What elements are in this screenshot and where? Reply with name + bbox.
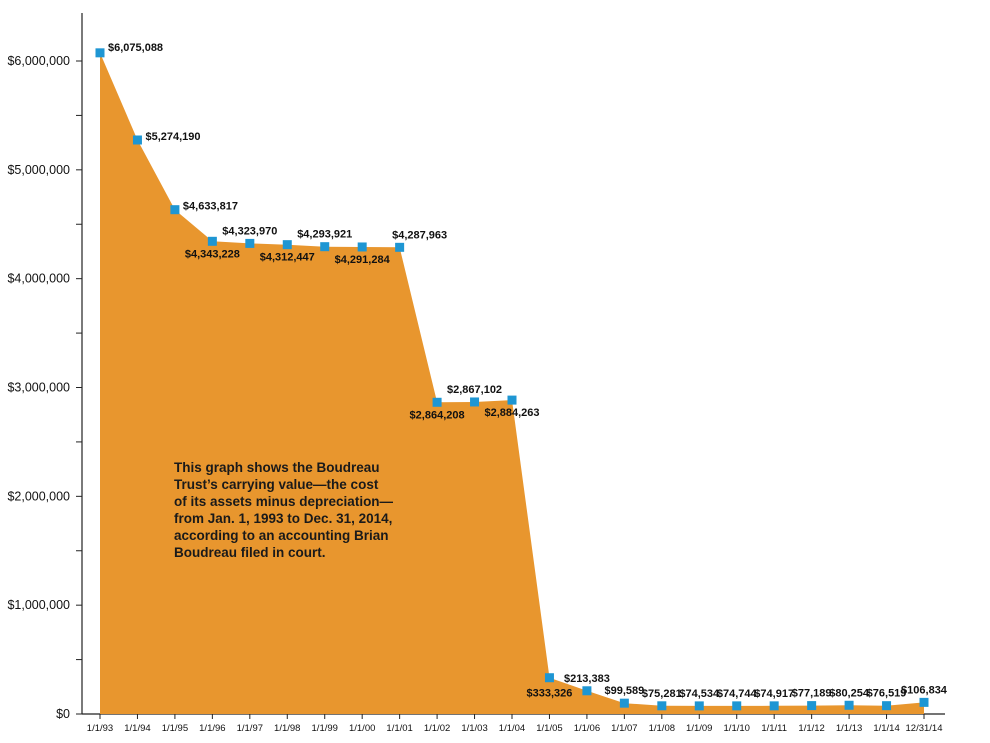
data-label: $76,519 [867, 688, 907, 700]
data-label: $2,867,102 [447, 384, 502, 396]
x-tick-label: 1/1/13 [836, 723, 862, 734]
data-point [95, 48, 105, 58]
data-point [395, 242, 405, 252]
data-label: $74,744 [717, 688, 758, 700]
x-tick-label: 1/1/11 [761, 723, 787, 734]
data-point [432, 397, 442, 407]
y-tick-label: $3,000,000 [7, 381, 70, 395]
y-tick-label: $1,000,000 [7, 598, 70, 612]
data-label: $4,633,817 [183, 201, 238, 213]
x-tick-label: 1/1/94 [124, 723, 150, 734]
x-tick-label: 1/1/05 [536, 723, 562, 734]
data-label: $99,589 [604, 685, 644, 697]
data-point [844, 700, 854, 710]
data-label: $333,326 [527, 688, 573, 700]
data-label: $74,917 [754, 688, 794, 700]
y-tick-label: $6,000,000 [7, 54, 70, 68]
x-tick-label: 1/1/96 [199, 723, 225, 734]
data-label: $4,291,284 [335, 254, 391, 266]
data-label: $4,312,447 [260, 252, 315, 264]
data-point [170, 205, 180, 215]
data-label: $77,189 [792, 688, 832, 700]
data-point [282, 240, 292, 250]
data-point [132, 135, 142, 145]
data-label: $2,864,208 [410, 409, 465, 421]
data-label: $4,293,921 [297, 229, 352, 241]
data-label: $106,834 [901, 684, 948, 696]
y-tick-label: $4,000,000 [7, 272, 70, 286]
data-label: $4,323,970 [222, 225, 277, 237]
x-tick-label: 1/1/93 [87, 723, 113, 734]
data-point [807, 701, 817, 711]
annotation-line: from Jan. 1, 1993 to Dec. 31, 2014, [174, 511, 392, 526]
x-tick-label: 1/1/99 [312, 723, 338, 734]
data-label: $2,884,263 [484, 407, 539, 419]
y-tick-label: $2,000,000 [7, 489, 70, 503]
x-tick-label: 1/1/95 [162, 723, 188, 734]
data-label: $4,287,963 [392, 229, 447, 241]
x-tick-label: 1/1/97 [237, 723, 263, 734]
y-tick-label: $5,000,000 [7, 163, 70, 177]
x-tick-label: 1/1/02 [424, 723, 450, 734]
x-tick-label: 1/1/12 [798, 723, 824, 734]
data-labels: $6,075,088 $5,274,190 $4,633,817 $4,343,228… [108, 42, 948, 700]
data-point [320, 242, 330, 252]
area-series [100, 52, 924, 715]
data-label: $213,383 [564, 673, 610, 685]
data-point [732, 701, 742, 711]
x-tick-label: 1/1/03 [461, 723, 487, 734]
x-tick-label: 1/1/10 [724, 723, 750, 734]
x-tick-label: 1/1/14 [873, 723, 899, 734]
x-tick-label: 1/1/01 [386, 723, 412, 734]
y-axis-ticks: $0 $1,000,000 $2,000,000 $3,000,000 $4,000,0… [7, 54, 82, 721]
annotation-line: of its assets minus depreciation— [174, 494, 394, 509]
data-point [582, 686, 592, 696]
chart-annotation: This graph shows the Boudreau Trust’s car… [174, 460, 394, 560]
x-axis-ticks: 1/1/93 1/1/94 1/1/95 1/1/96 1/1/97 1/1/98 1/1/… [87, 714, 943, 734]
data-point [544, 673, 554, 683]
x-tick-label: 1/1/06 [574, 723, 600, 734]
data-point [507, 395, 517, 405]
annotation-line: Trust’s carrying value—the cost [174, 477, 379, 492]
x-tick-label: 1/1/08 [649, 723, 675, 734]
x-tick-label: 1/1/09 [686, 723, 712, 734]
data-label: $6,075,088 [108, 42, 163, 54]
data-point [357, 242, 367, 252]
data-point [769, 701, 779, 711]
data-label: $74,534 [679, 688, 720, 700]
annotation-line: Boudreau filed in court. [174, 545, 326, 560]
y-tick-label: $0 [56, 707, 70, 721]
x-tick-label: 1/1/07 [611, 723, 637, 734]
data-point [694, 701, 704, 711]
annotation-line: This graph shows the Boudreau [174, 460, 380, 475]
data-markers [95, 48, 929, 711]
data-point [657, 701, 667, 711]
x-tick-label: 1/1/98 [274, 723, 300, 734]
data-point [470, 397, 480, 407]
x-tick-label: 12/31/14 [906, 723, 943, 734]
x-tick-label: 1/1/00 [349, 723, 375, 734]
data-point [245, 238, 255, 248]
data-label: $80,254 [829, 687, 870, 699]
data-label: $75,281 [642, 688, 682, 700]
data-label: $4,343,228 [185, 248, 240, 260]
data-label: $5,274,190 [145, 131, 200, 143]
annotation-line: according to an accounting Brian [174, 528, 389, 543]
x-tick-label: 1/1/04 [499, 723, 525, 734]
data-point [919, 697, 929, 707]
area-fill [100, 52, 924, 715]
data-point [882, 701, 892, 711]
data-point [207, 236, 217, 246]
data-point [619, 698, 629, 708]
